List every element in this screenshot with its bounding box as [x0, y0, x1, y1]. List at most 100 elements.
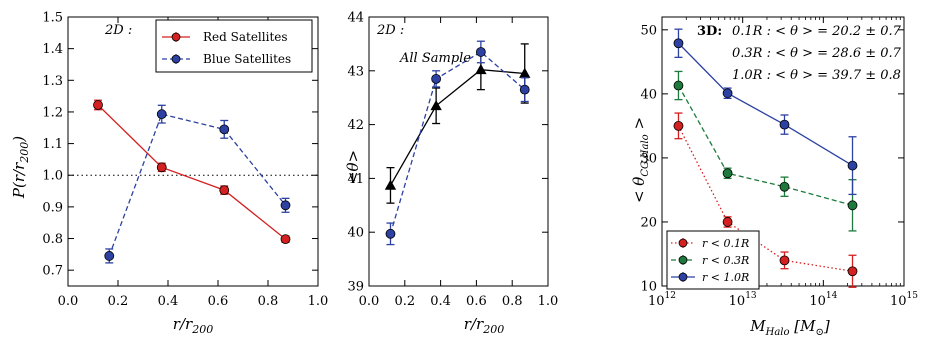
p3-ytick-label: 40 — [640, 87, 657, 102]
p1-series-1 — [93, 99, 291, 245]
p2-ytick-label: 40 — [347, 226, 364, 241]
p3-xtick-label: 1014 — [809, 291, 837, 309]
p3-ytick-label: 20 — [640, 215, 657, 230]
p2-xtick-label: 0.8 — [502, 294, 523, 309]
p1-data-point — [93, 100, 103, 110]
p1-xtick-label: 0.4 — [158, 294, 179, 309]
p1-legend-entry-red: Red Satellites — [162, 30, 288, 44]
p1-data-point — [156, 109, 167, 120]
p2-annotation-sample: All Sample — [399, 51, 471, 66]
p1-legend: Red Satellites Blue Satellites — [155, 19, 313, 73]
p1-legend-label-blue: Blue Satellites — [203, 52, 291, 66]
p2-data-point — [475, 63, 487, 75]
p3-xtick-label: 1012 — [648, 291, 676, 309]
p1-legend-box — [155, 19, 313, 73]
p3-data-point — [722, 217, 733, 227]
p2-ytick-label: 41 — [347, 172, 364, 187]
p1-ytick-label: 1.2 — [42, 105, 63, 120]
p3-legend: r < 0.1R r < 0.3R r < 1.0R — [666, 230, 760, 290]
p2-data-point — [475, 47, 486, 57]
p1-xtick-label: 1.0 — [308, 294, 329, 309]
p2-xlabel: r/r200 — [464, 315, 504, 336]
p2-annotation: 2D : — [376, 23, 404, 38]
p3-legend-entry-03: r < 0.3R — [671, 254, 749, 267]
p3-data-point — [847, 266, 858, 277]
p2-axes-frame — [368, 16, 549, 287]
p2-data-point — [385, 228, 396, 239]
p3-xtick-label: 1015 — [890, 291, 918, 309]
p3-legend-entry-01: r < 0.1R — [671, 237, 749, 250]
p3-legend-label-10: r < 1.0R — [702, 271, 749, 284]
p1-ytick-label: 1.4 — [42, 42, 63, 57]
p2-xtick-label: 0.2 — [394, 294, 415, 309]
p3-data-point — [779, 119, 790, 130]
p3-ytick-label: 50 — [640, 23, 657, 38]
p3-data-point — [722, 88, 733, 99]
p2-plot: 0.0 0.2 0.4 0.6 0.8 1.0 39 40 41 42 43 44 — [347, 11, 558, 310]
p3-data-point — [673, 120, 684, 131]
p2-data-point — [519, 84, 530, 95]
p3-series-3-line — [678, 42, 853, 167]
p2-ylabel: <θ> — [344, 150, 362, 184]
p3-legend-entry-10: r < 1.0R — [671, 271, 749, 284]
p3-axes-frame — [661, 16, 905, 287]
p2-series-2 — [385, 40, 530, 246]
p3-legend-label-03: r < 0.3R — [702, 254, 749, 267]
p3-series-1 — [673, 112, 858, 288]
p3-ytick-label: 30 — [640, 151, 657, 166]
p2-data-point — [431, 73, 442, 84]
p1-data-point — [104, 251, 115, 261]
p1-legend-entry-blue: Blue Satellites — [162, 52, 291, 66]
p2-ytick-label: 43 — [347, 64, 364, 79]
p1-xtick-label: 0.8 — [258, 294, 279, 309]
p2-series-1-line — [389, 69, 525, 186]
p2-data-point — [430, 99, 442, 111]
p3-data-point — [779, 255, 790, 266]
p1-data-point — [280, 234, 291, 245]
p1-plot: 0.0 0.2 0.4 0.6 0.8 1.0 0.7 0.8 0.9 1.0 1.1 1.2 1.3 1… — [42, 11, 328, 310]
p1-ytick-label: 0.9 — [42, 200, 63, 215]
p3-data-point — [673, 80, 684, 91]
p3-ytick-label: 10 — [640, 280, 657, 295]
p1-xlabel: r/r200 — [173, 315, 213, 336]
p3-xlabel: MHalo [M⊙] — [749, 317, 830, 338]
p2-xtick-label: 1.0 — [538, 294, 559, 309]
p1-xtick-label: 0.6 — [208, 294, 229, 309]
p2-ytick-label: 39 — [347, 280, 364, 295]
p1-ytick-label: 1.5 — [42, 11, 63, 26]
p1-data-point — [219, 124, 230, 135]
p3-annotation-line-2: 0.3R : < θ > = 28.6 ± 0.7 — [732, 46, 902, 61]
p1-data-point — [280, 200, 291, 211]
p2-series-2-line — [389, 51, 526, 234]
p1-xtick-label: 0.0 — [58, 294, 79, 309]
p3-legend-label-01: r < 0.1R — [702, 237, 749, 250]
p1-ylabel: P(r/r200) — [10, 136, 31, 199]
p3-annotation-line-3: 1.0R : < θ > = 39.7 ± 0.8 — [732, 68, 901, 83]
p3-data-point — [673, 38, 684, 49]
p1-data-point — [219, 185, 230, 196]
p3-annotation-line-1: 0.1R : < θ > = 20.2 ± 0.7 — [732, 24, 902, 39]
p3-xtick-label: 1013 — [729, 291, 757, 309]
p1-ytick-label: 0.8 — [42, 232, 63, 247]
p2-xtick-label: 0.6 — [466, 294, 487, 309]
p1-series-2-line — [108, 113, 287, 257]
p1-ytick-label: 1.3 — [42, 74, 63, 89]
p1-ytick-label: 1.0 — [42, 169, 63, 184]
p2-data-point — [384, 179, 397, 190]
p3-data-point — [779, 181, 790, 192]
p1-xtick-label: 0.2 — [108, 294, 129, 309]
p3-data-point — [847, 200, 858, 211]
p3-series-3 — [673, 28, 858, 196]
p1-annotation: 2D : — [104, 23, 132, 38]
p1-series-1-line — [97, 104, 286, 240]
p3-data-point — [847, 160, 858, 171]
p3-ylabel: < θCG,Halo > — [630, 117, 651, 203]
p1-data-point — [156, 162, 167, 173]
p1-series-2 — [104, 104, 291, 264]
p2-ytick-label: 42 — [347, 118, 364, 133]
p3-plot: 1012 1013 1014 1015 10 20 30 40 50 — [640, 16, 918, 309]
p3-annotation: 3D: — [697, 24, 722, 39]
p2-xtick-label: 0.0 — [359, 294, 380, 309]
p2-ytick-label: 44 — [347, 11, 364, 26]
